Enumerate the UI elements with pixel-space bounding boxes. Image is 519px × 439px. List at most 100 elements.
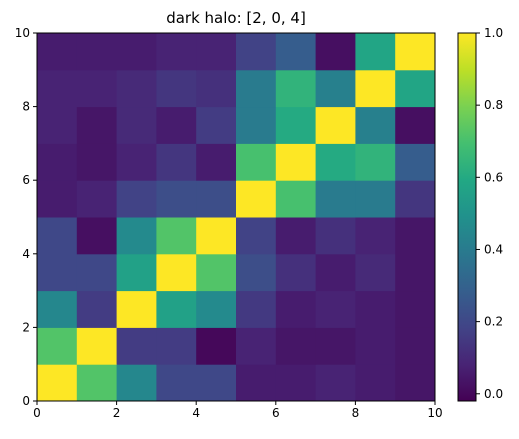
colorbar-tick-label: 0.0 — [484, 387, 503, 401]
heatmap-cell — [196, 33, 237, 71]
heatmap-cell — [116, 180, 157, 218]
heatmap-cell — [76, 106, 118, 144]
heatmap-cell — [236, 143, 277, 181]
heatmap-cell — [355, 69, 396, 108]
heatmap-cell — [275, 290, 317, 328]
heatmap-cell — [156, 180, 197, 218]
colorbar-tick-label: 1.0 — [484, 26, 503, 40]
heatmap-cell — [275, 327, 317, 365]
heatmap-cell — [76, 180, 118, 218]
heatmap-cell — [355, 253, 396, 292]
heatmap-cell — [196, 180, 237, 218]
y-tick-label: 0 — [22, 394, 30, 408]
heatmap-cell — [355, 33, 396, 71]
heatmap-cell — [196, 364, 237, 402]
y-tick-label: 2 — [22, 320, 30, 334]
heatmap-cell — [355, 106, 396, 144]
heatmap-cell — [395, 106, 436, 144]
heatmap-cell — [196, 253, 237, 292]
heatmap-cell — [156, 33, 197, 71]
heatmap-cell — [315, 33, 356, 71]
heatmap-cell — [236, 217, 277, 255]
plot-frame — [36, 32, 436, 402]
heatmap-cell — [37, 33, 78, 71]
heatmap-cell — [76, 290, 118, 328]
heatmap-cell — [156, 143, 197, 181]
colorbar: 0.0 0.2 0.4 0.6 0.8 1.0 — [457, 26, 503, 402]
colorbar-tick-label: 0.2 — [484, 315, 503, 329]
heatmap-cell — [395, 327, 436, 365]
heatmap-cell — [37, 364, 78, 402]
x-tick-label: 8 — [352, 406, 360, 420]
heatmap-cell — [76, 364, 118, 402]
heatmap-cell — [76, 253, 118, 292]
heatmap-cell — [236, 33, 277, 71]
heatmap-cell — [156, 364, 197, 402]
heatmap-cell — [275, 69, 317, 108]
heatmap-cell — [196, 106, 237, 144]
x-tick-label: 2 — [113, 406, 121, 420]
heatmap-cell — [236, 364, 277, 402]
y-tick-label: 8 — [22, 100, 30, 114]
colorbar-gradient — [457, 32, 477, 402]
heatmap-cell — [275, 143, 317, 181]
heatmap-cell — [196, 290, 237, 328]
heatmap-cell — [355, 364, 396, 402]
heatmap-cell — [116, 253, 157, 292]
heatmap-cell — [156, 106, 197, 144]
heatmap-cell — [236, 106, 277, 144]
heatmap-cell — [156, 327, 197, 365]
heatmap-cell — [76, 33, 118, 71]
x-tick-label: 4 — [192, 406, 200, 420]
x-tick-label: 0 — [33, 406, 41, 420]
x-tick-label: 6 — [272, 406, 280, 420]
heatmap-cell — [355, 180, 396, 218]
heatmap-cell — [315, 364, 356, 402]
y-tick-label: 4 — [22, 247, 30, 261]
heatmap-cell — [196, 217, 237, 255]
heatmap-cell — [236, 69, 277, 108]
heatmap-cell — [116, 106, 157, 144]
heatmap-cell — [275, 33, 317, 71]
heatmap-cell — [275, 217, 317, 255]
heatmap-cell — [315, 69, 356, 108]
heatmap-cell — [37, 290, 78, 328]
heatmap-cell — [156, 217, 197, 255]
heatmap-cell — [315, 180, 356, 218]
heatmap-cell — [37, 327, 78, 365]
heatmap-cell — [315, 290, 356, 328]
heatmap-cells — [37, 33, 436, 402]
colorbar-tick-label: 0.4 — [484, 242, 503, 256]
heatmap-cell — [37, 143, 78, 181]
heatmap-cell — [196, 69, 237, 108]
heatmap-cell — [236, 253, 277, 292]
heatmap-cell — [37, 217, 78, 255]
heatmap-cell — [355, 327, 396, 365]
y-tick-label: 6 — [22, 173, 30, 187]
heatmap-cell — [236, 290, 277, 328]
heatmap-cell — [156, 69, 197, 108]
heatmap-cell — [395, 180, 436, 218]
heatmap-cell — [196, 143, 237, 181]
colorbar-tick-label: 0.8 — [484, 98, 503, 112]
heatmap-cell — [315, 253, 356, 292]
heatmap-cell — [315, 327, 356, 365]
y-axis: 0 2 4 6 8 10 — [15, 26, 30, 408]
heatmap-cell — [116, 364, 157, 402]
heatmap-cell — [395, 69, 436, 108]
heatmap-cell — [275, 364, 317, 402]
heatmap-cell — [76, 69, 118, 108]
heatmap-cell — [76, 143, 118, 181]
x-axis: 0 2 4 6 8 10 — [33, 406, 442, 420]
heatmap-cell — [395, 290, 436, 328]
heatmap-cell — [196, 327, 237, 365]
heatmap-cell — [236, 180, 277, 218]
heatmap-cell — [37, 106, 78, 144]
heatmap-cell — [355, 290, 396, 328]
x-tick-label: 10 — [427, 406, 442, 420]
heatmap-cell — [395, 217, 436, 255]
heatmap-cell — [275, 180, 317, 218]
heatmap-cell — [116, 217, 157, 255]
